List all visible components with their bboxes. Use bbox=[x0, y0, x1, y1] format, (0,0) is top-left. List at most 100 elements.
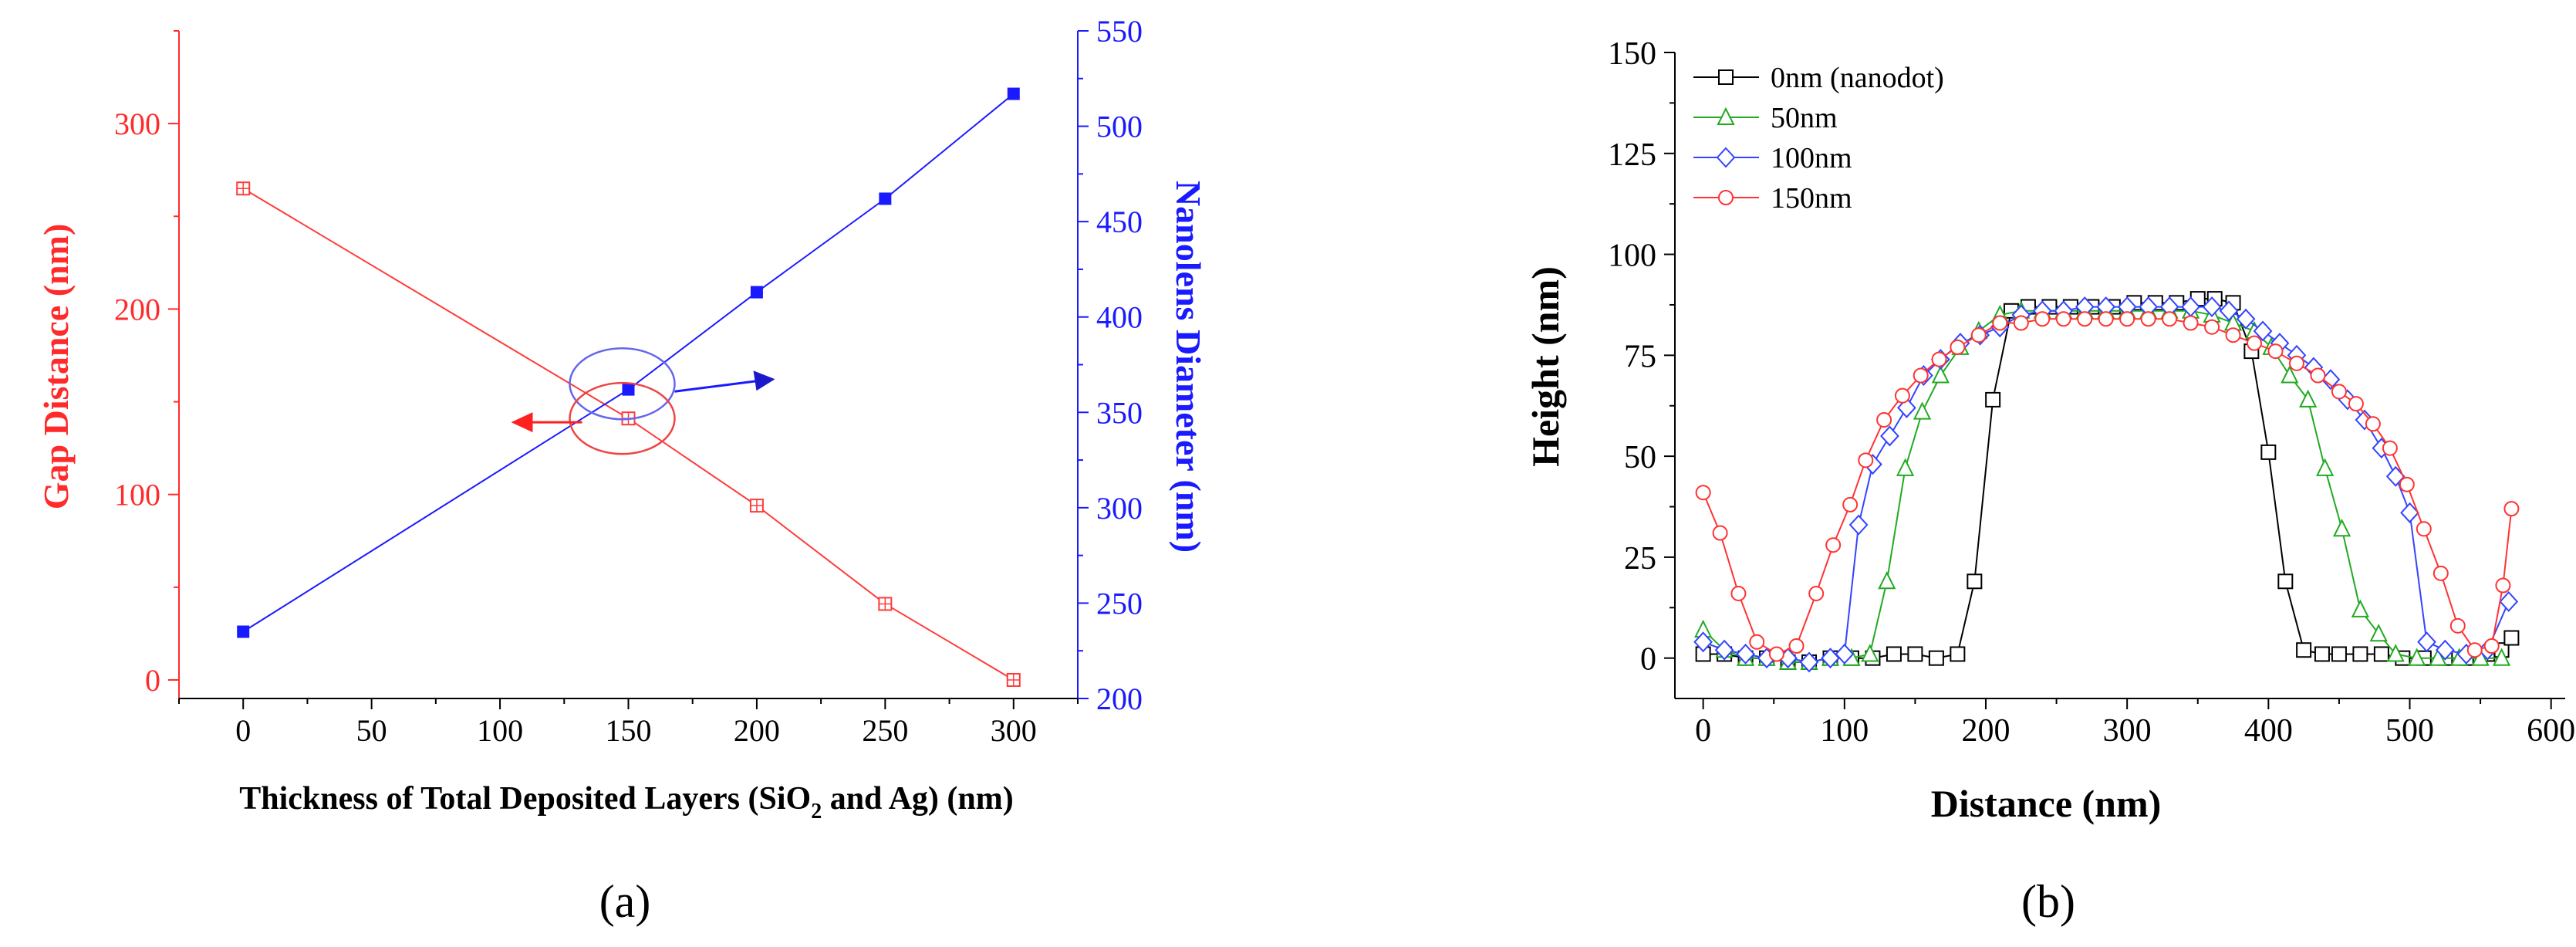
data-point bbox=[1858, 452, 1874, 468]
data-point bbox=[2386, 644, 2405, 662]
data-point bbox=[2315, 458, 2335, 476]
panel-a-right-y-axis-label: Nanolens Diameter (nm) bbox=[1169, 181, 1208, 553]
data-point bbox=[2348, 396, 2364, 412]
data-point bbox=[2351, 599, 2370, 617]
data-point bbox=[1950, 646, 1966, 662]
y-tick-label: 0 bbox=[1640, 642, 1656, 678]
data-point bbox=[2369, 624, 2388, 642]
data-point bbox=[2382, 440, 2398, 456]
y-tick-label: 100 bbox=[1608, 238, 1656, 274]
data-point bbox=[2281, 365, 2299, 384]
data-point bbox=[2260, 444, 2277, 460]
data-point bbox=[2352, 646, 2368, 662]
left-y-tick-label: 100 bbox=[114, 478, 160, 512]
series-line bbox=[1702, 309, 2502, 663]
annotation-ellipse bbox=[569, 381, 676, 455]
panel-a-series bbox=[236, 87, 1021, 687]
panel-a-x-axis-label: Thickness of Total Deposited Layers (SiO… bbox=[239, 781, 1013, 824]
data-point bbox=[2204, 319, 2220, 335]
data-point bbox=[1931, 351, 1947, 367]
data-point bbox=[622, 383, 635, 396]
data-point bbox=[1712, 525, 1728, 541]
x-tick-label: 250 bbox=[862, 713, 908, 748]
x-tick-label: 200 bbox=[734, 713, 780, 748]
x-tick-label: 100 bbox=[477, 713, 523, 748]
data-point bbox=[750, 286, 763, 299]
y-tick-label: 25 bbox=[1624, 541, 1656, 577]
data-point bbox=[1695, 485, 1711, 501]
data-point bbox=[1876, 412, 1892, 428]
panel-a-label: (a) bbox=[599, 876, 651, 927]
panel-b-y-axis-label: Height (nm) bbox=[1524, 266, 1567, 467]
data-point bbox=[1913, 401, 1932, 420]
panel-b-series bbox=[1693, 291, 2520, 673]
data-point bbox=[1825, 537, 1842, 553]
series-line-nanolens-diameter bbox=[242, 93, 1015, 633]
data-point bbox=[2408, 648, 2426, 666]
panel-b-label: (b) bbox=[2021, 876, 2075, 927]
x-tick-label: 0 bbox=[1695, 713, 1711, 749]
x-tick-label: 500 bbox=[2385, 713, 2434, 749]
left-y-tick-label: 0 bbox=[145, 663, 160, 698]
data-point bbox=[2429, 648, 2447, 666]
right-y-tick-label: 500 bbox=[1096, 110, 1143, 144]
data-point bbox=[2495, 577, 2511, 594]
y-tick-label: 150 bbox=[1608, 36, 1656, 72]
data-point bbox=[1718, 190, 1734, 205]
data-point bbox=[2310, 367, 2326, 384]
data-point bbox=[2288, 355, 2304, 371]
data-point bbox=[1730, 585, 1747, 601]
data-point bbox=[1985, 391, 2001, 408]
data-point bbox=[1992, 315, 2008, 331]
series-100nm bbox=[1693, 296, 2519, 673]
data-point bbox=[2183, 315, 2199, 331]
data-point bbox=[2331, 384, 2347, 400]
legend-label: 0nm (nanodot) bbox=[1771, 62, 1944, 94]
data-point bbox=[2449, 617, 2466, 634]
data-point bbox=[2435, 639, 2455, 661]
data-point bbox=[2399, 476, 2415, 492]
data-point bbox=[1848, 514, 1869, 536]
x-tick-label: 200 bbox=[1961, 713, 2010, 749]
right-y-tick-label: 200 bbox=[1096, 682, 1143, 716]
data-point bbox=[2466, 642, 2483, 658]
panel-a-left-y-axis-label: Gap Distance (nm) bbox=[36, 224, 76, 510]
series-line bbox=[1702, 318, 2513, 655]
data-point bbox=[1736, 643, 1755, 665]
series-line bbox=[1703, 306, 2510, 663]
panel-b-x-axis-label: Distance (nm) bbox=[1931, 782, 2162, 825]
data-point bbox=[2503, 501, 2520, 517]
annotation-arrowhead-left bbox=[511, 412, 533, 433]
legend-label: 150nm bbox=[1771, 182, 1852, 215]
annotation-ellipse bbox=[569, 347, 676, 421]
data-point bbox=[1928, 650, 1944, 666]
x-tick-label: 150 bbox=[606, 713, 652, 748]
data-point bbox=[1788, 638, 1805, 654]
x-tick-label: 300 bbox=[2103, 713, 2152, 749]
data-point bbox=[2433, 565, 2449, 581]
data-point bbox=[1894, 387, 1910, 404]
panel-a-chart: 0 50 100 150 200 250 300 0 100 200 300 200 250 300 350… bbox=[36, 14, 1208, 927]
legend-label: 50nm bbox=[1771, 102, 1838, 134]
data-point bbox=[2098, 311, 2114, 327]
data-point bbox=[2331, 646, 2347, 662]
data-point bbox=[2314, 646, 2330, 662]
annotation-arrowhead-right bbox=[753, 370, 775, 391]
data-point bbox=[2267, 343, 2284, 360]
data-point bbox=[1913, 367, 1929, 384]
left-y-tick-label: 200 bbox=[114, 292, 160, 326]
x-tick-label: 0 bbox=[235, 713, 251, 748]
data-point bbox=[1714, 639, 1734, 661]
x-tick-label: 400 bbox=[2244, 713, 2293, 749]
data-point bbox=[1007, 87, 1020, 100]
data-point bbox=[2400, 502, 2419, 523]
data-point bbox=[2077, 311, 2093, 327]
data-point bbox=[2202, 296, 2222, 318]
data-point bbox=[2119, 311, 2135, 327]
data-point bbox=[1718, 69, 1734, 85]
right-y-tick-label: 300 bbox=[1096, 491, 1143, 526]
data-point bbox=[2162, 311, 2178, 327]
data-point bbox=[2253, 320, 2273, 342]
data-point bbox=[1896, 458, 1915, 476]
legend-item: 0nm (nanodot) bbox=[1693, 62, 1944, 94]
